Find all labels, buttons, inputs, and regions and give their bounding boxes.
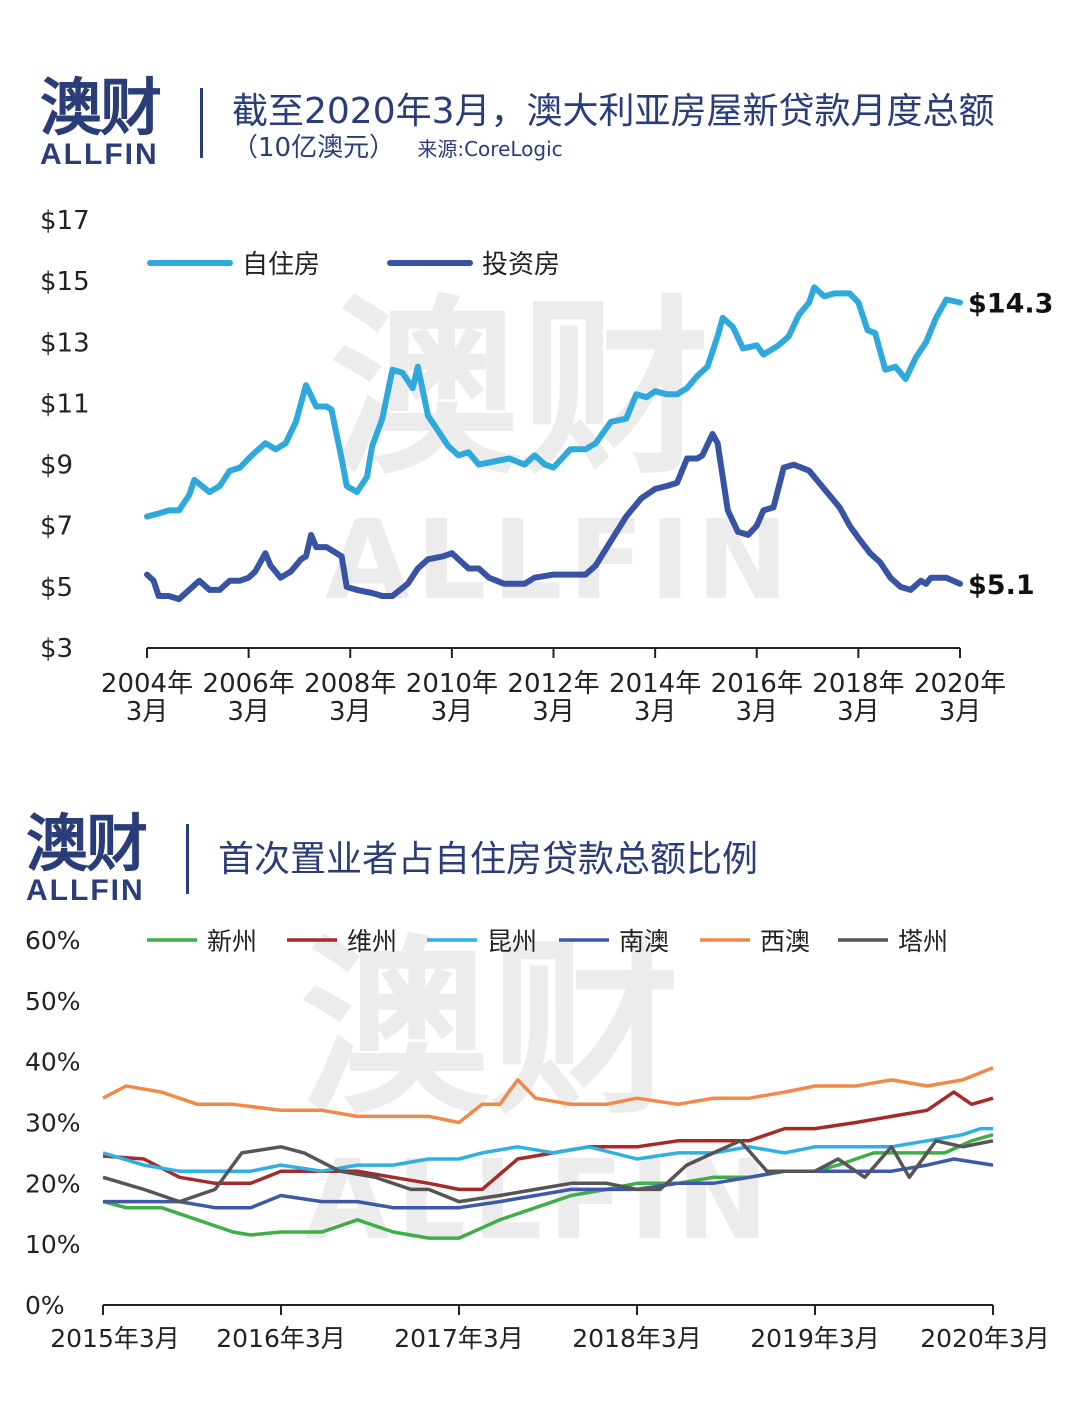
x-tick-label: 2014年	[609, 669, 701, 699]
legend-label: 昆州	[487, 927, 537, 956]
x-tick-label: 2019年3月	[750, 1324, 880, 1353]
y-tick-label: $17	[40, 206, 90, 236]
chart1-title: 截至2020年3月，澳大利亚房屋新贷款月度总额	[232, 91, 995, 132]
header-divider	[186, 824, 189, 894]
y-tick-label: 60%	[25, 926, 81, 955]
panel-first-home-buyers: 澳财 ALLFIN 澳财 ALLFIN 首次置业者占自住房贷款总额比例 0% 10…	[0, 740, 1067, 1417]
brand-logo: 澳财 ALLFIN	[26, 807, 148, 907]
x-tick-label: 2006年	[203, 669, 295, 699]
x-tick-label: 3月	[227, 697, 270, 727]
x-tick-label: 2018年3月	[572, 1324, 702, 1353]
y-tick-label: $5	[40, 573, 73, 603]
series-line	[102, 1139, 994, 1204]
series-line	[102, 1126, 993, 1173]
chart2-svg: 0% 10% 20% 30% 40% 50% 60% 2015年3月 2016年3月 2017年3…	[25, 926, 1050, 1353]
y-tick-label: 0%	[25, 1291, 65, 1320]
x-tick-label: 2008年	[304, 669, 396, 699]
x-tick-label: 3月	[126, 697, 169, 727]
chart1-subtitle: （10亿澳元）	[232, 133, 396, 163]
series-line	[144, 431, 963, 603]
y-tick-label: 20%	[25, 1169, 81, 1198]
x-tick-label: 2015年3月	[50, 1324, 180, 1353]
x-tick-label: 2016年3月	[216, 1324, 346, 1353]
y-tick-label: $7	[40, 512, 73, 542]
x-tick-label: 2020年3月	[920, 1324, 1050, 1353]
series-line	[144, 284, 963, 520]
chart1-svg: $3$5$7$9$11$13$15$172004年3月2006年3月2008年3…	[40, 206, 1053, 727]
y-tick-label: 40%	[25, 1048, 81, 1077]
x-tick-label: 3月	[939, 697, 982, 727]
legend-label: 投资房	[482, 250, 560, 280]
x-tick-label: 2016年	[711, 669, 803, 699]
y-tick-label: $9	[40, 451, 73, 481]
end-value-label: $14.3	[968, 289, 1053, 320]
brand-logo-cn: 澳财	[26, 807, 148, 880]
y-tick-label: 10%	[25, 1230, 81, 1259]
x-tick-label: 2020年	[914, 669, 1006, 699]
x-tick-label: 3月	[634, 697, 677, 727]
legend-label: 维州	[347, 927, 397, 956]
y-tick-label: 50%	[25, 987, 81, 1016]
x-tick-label: 2010年	[406, 669, 498, 699]
x-tick-label: 3月	[329, 697, 372, 727]
chart2-title: 首次置业者占自住房贷款总额比例	[218, 839, 759, 880]
chart1-source: 来源:CoreLogic	[417, 137, 563, 161]
y-tick-label: $11	[40, 389, 90, 419]
x-tick-label: 2018年	[812, 669, 904, 699]
brand-logo-cn: 澳财	[40, 71, 162, 144]
brand-logo: 澳财 ALLFIN	[40, 71, 162, 171]
header-divider	[200, 88, 203, 158]
x-tick-label: 3月	[532, 697, 575, 727]
legend-label: 新州	[207, 927, 257, 956]
y-tick-label: $13	[40, 328, 90, 358]
y-tick-label: $3	[40, 634, 73, 664]
y-tick-label: $15	[40, 267, 90, 297]
x-tick-label: 2012年	[507, 669, 599, 699]
panel-loan-totals: 澳财 ALLFIN 澳财 ALLFIN 截至2020年3月，澳大利亚房屋新贷款月…	[40, 71, 1053, 728]
legend-label: 西澳	[760, 927, 810, 956]
x-tick-label: 2004年	[101, 669, 193, 699]
x-tick-label: 3月	[735, 697, 778, 727]
series-line	[103, 1157, 994, 1210]
legend-label: 南澳	[619, 927, 669, 956]
x-tick-label: 2017年3月	[394, 1324, 524, 1353]
series-line	[102, 1066, 994, 1125]
series-line	[102, 1133, 994, 1240]
chart1-subtitle-row: （10亿澳元） 来源:CoreLogic	[232, 132, 563, 165]
y-tick-label: 30%	[25, 1109, 81, 1138]
brand-logo-en: ALLFIN	[40, 138, 159, 171]
end-value-label: $5.1	[968, 570, 1035, 601]
legend-label: 自住房	[242, 250, 320, 280]
brand-logo-en: ALLFIN	[26, 874, 145, 907]
x-tick-label: 3月	[837, 697, 880, 727]
legend-label: 塔州	[898, 927, 948, 956]
x-tick-label: 3月	[431, 697, 474, 727]
